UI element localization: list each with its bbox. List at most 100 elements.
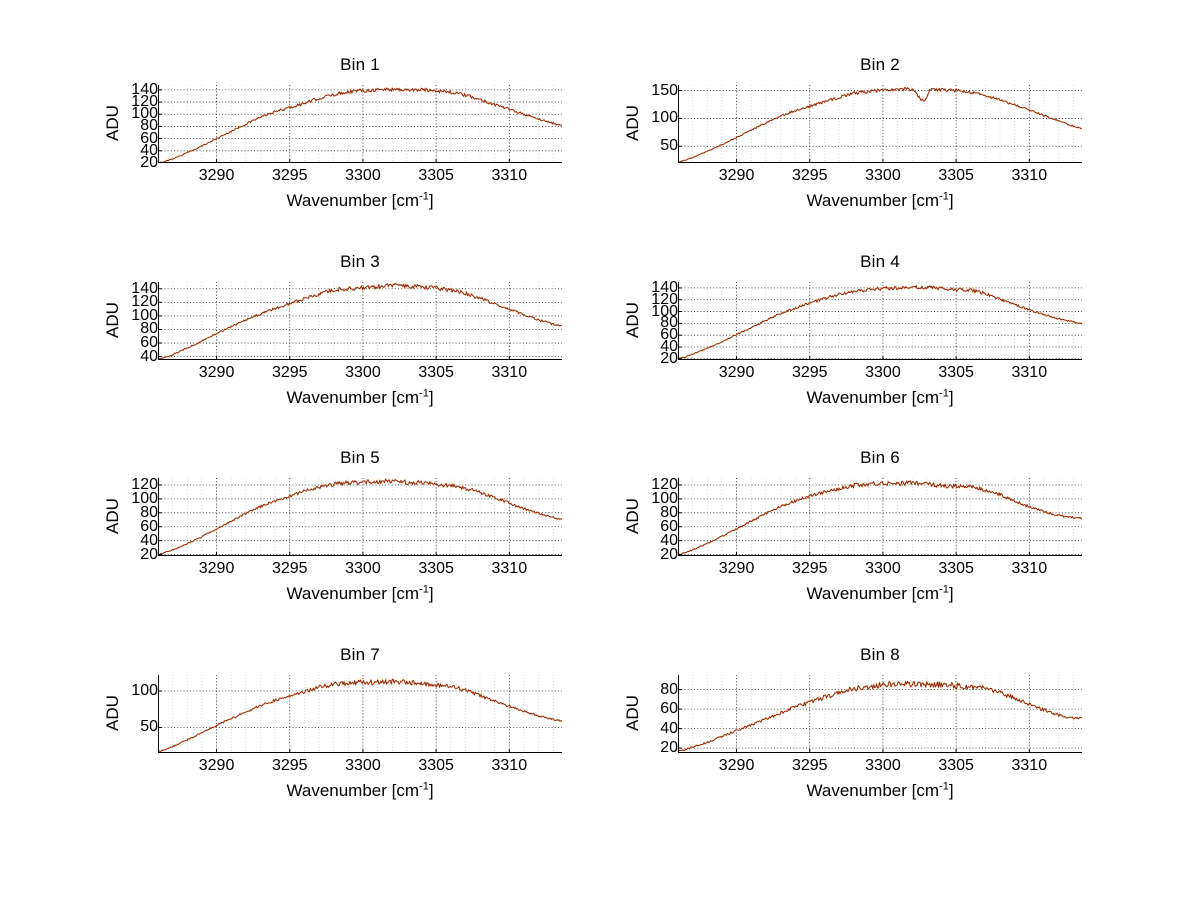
- x-tick-labels: 3290 3295 3300 3305 3310: [158, 364, 562, 386]
- x-axis-label: Wavenumber [cm-1]: [650, 584, 1110, 604]
- y-tick-label: 20: [140, 154, 158, 171]
- spectrum-trace: [678, 480, 1082, 556]
- x-tick-label: 3310: [1011, 757, 1048, 774]
- y-tick-label: 80: [660, 680, 678, 698]
- y-tick-label: 40: [140, 141, 158, 159]
- subplot-title: Bin 4: [860, 252, 900, 271]
- plot-area: [158, 85, 562, 163]
- plot-area: [678, 675, 1082, 753]
- x-tick-label: 3295: [791, 167, 828, 184]
- x-axis-label-exponent: -1: [939, 387, 949, 400]
- x-axis-label-main: Wavenumber [cm: [286, 191, 420, 210]
- spectrum-trace: [678, 285, 1082, 360]
- x-tick-label: 3295: [271, 560, 308, 577]
- x-tick-label: 3300: [865, 167, 901, 184]
- x-tick-label: 3300: [345, 364, 381, 381]
- subplot-title: Bin 5: [340, 448, 380, 467]
- y-tick-label: 60: [140, 517, 158, 535]
- x-tick-labels: 3290 3295 3300 3305 3310: [678, 560, 1082, 582]
- y-tick-label: 60: [660, 700, 678, 718]
- plot-area: [158, 282, 562, 360]
- subplot-bin-5: Bin 5 ADU 20 40 60 80 100 120 3290 3295 3300 3305 33…: [100, 448, 620, 644]
- y-tick-label: 120: [131, 293, 158, 311]
- spectrum-plot: [158, 85, 562, 163]
- x-axis-label-exponent: -1: [419, 190, 429, 203]
- x-tick-label: 3305: [418, 757, 454, 774]
- x-tick-labels: 3290 3295 3300 3305 3310: [158, 560, 562, 582]
- y-tick-label: 100: [131, 105, 158, 123]
- y-tick-label: 140: [131, 279, 158, 297]
- x-axis-label-exponent: -1: [939, 583, 949, 596]
- y-tick-label: 100: [651, 489, 678, 507]
- spectrum-trace-glow: [158, 86, 562, 163]
- x-axis-label-main: Wavenumber [cm: [286, 388, 420, 407]
- x-axis-label: Wavenumber [cm-1]: [650, 781, 1110, 801]
- x-tick-label: 3295: [791, 757, 828, 774]
- x-tick-label: 3300: [345, 757, 381, 774]
- x-axis-label-exponent: -1: [939, 190, 949, 203]
- subplot-bin-3: Bin 3 ADU 40 60 80 100 120 140 3290 3295 3300 3305 3…: [100, 252, 620, 448]
- spectrum-trace-glow: [158, 478, 562, 556]
- y-tick-label: 100: [651, 302, 678, 320]
- x-tick-label: 3290: [198, 364, 235, 381]
- x-tick-label: 3295: [791, 560, 828, 577]
- x-tick-label: 3290: [718, 757, 755, 774]
- x-tick-label: 3310: [1011, 364, 1048, 381]
- x-axis-label-tail: ]: [948, 191, 954, 210]
- subplot-bin-2: Bin 2 ADU 50 100 150 3290 3295 3300 3305 3310 Wave…: [620, 55, 1140, 251]
- x-axis-label-main: Wavenumber [cm: [286, 781, 420, 800]
- y-tick-label: 80: [660, 503, 678, 521]
- x-axis-label-main: Wavenumber [cm: [806, 781, 940, 800]
- spectrum-plot: [158, 675, 562, 753]
- y-tick-label: 60: [140, 334, 158, 352]
- y-tick-label: 50: [140, 718, 158, 736]
- y-tick-label: 60: [140, 129, 158, 147]
- x-axis-label: Wavenumber [cm-1]: [650, 191, 1110, 211]
- y-tick-label: 80: [660, 314, 678, 332]
- x-axis-label-main: Wavenumber [cm: [286, 584, 420, 603]
- y-tick-labels: 20 40 60 80: [642, 669, 678, 761]
- spectrum-trace: [158, 87, 562, 163]
- x-axis-label-tail: ]: [948, 584, 954, 603]
- y-tick-label: 50: [660, 137, 678, 155]
- x-tick-label: 3305: [418, 167, 454, 184]
- x-tick-label: 3305: [418, 364, 454, 381]
- x-tick-label: 3310: [491, 757, 528, 774]
- x-tick-label: 3290: [718, 167, 755, 184]
- plot-area: [678, 85, 1082, 163]
- spectrum-trace-glow: [678, 678, 1082, 752]
- x-tick-labels: 3290 3295 3300 3305 3310: [158, 167, 562, 189]
- x-axis-label-tail: ]: [428, 191, 434, 210]
- subplot-title: Bin 3: [340, 252, 380, 271]
- spectrum-trace-glow: [678, 478, 1082, 556]
- x-tick-label: 3310: [491, 560, 528, 577]
- y-tick-label: 120: [651, 475, 678, 493]
- y-tick-label: 60: [660, 326, 678, 344]
- y-tick-label: 20: [660, 739, 678, 757]
- y-tick-label: 40: [140, 531, 158, 549]
- x-axis-label: Wavenumber [cm-1]: [130, 781, 590, 801]
- y-tick-label: 40: [660, 338, 678, 355]
- y-tick-label: 20: [660, 349, 678, 367]
- y-tick-labels: 50 100: [122, 669, 158, 761]
- x-tick-label: 3305: [938, 757, 974, 774]
- x-axis-label: Wavenumber [cm-1]: [130, 584, 590, 604]
- x-tick-label: 3300: [345, 560, 381, 577]
- y-tick-label: 60: [660, 517, 678, 535]
- x-axis-label: Wavenumber [cm-1]: [130, 191, 590, 211]
- spectrum-plot: [678, 85, 1082, 163]
- plot-area: [678, 282, 1082, 360]
- y-tick-label: 100: [651, 109, 678, 127]
- y-tick-label: 80: [140, 503, 158, 521]
- x-axis-label-main: Wavenumber [cm: [806, 584, 940, 603]
- y-tick-label: 100: [131, 489, 158, 507]
- x-tick-label: 3305: [418, 560, 454, 577]
- x-tick-label: 3295: [271, 167, 308, 184]
- x-tick-labels: 3290 3295 3300 3305 3310: [678, 167, 1082, 189]
- x-axis-label-exponent: -1: [419, 780, 429, 793]
- y-tick-label: 40: [660, 719, 678, 737]
- x-tick-label: 3295: [271, 364, 308, 381]
- y-tick-labels: 40 60 80 100 120 140: [122, 276, 158, 368]
- x-tick-label: 3310: [491, 364, 528, 381]
- x-tick-label: 3295: [271, 757, 308, 774]
